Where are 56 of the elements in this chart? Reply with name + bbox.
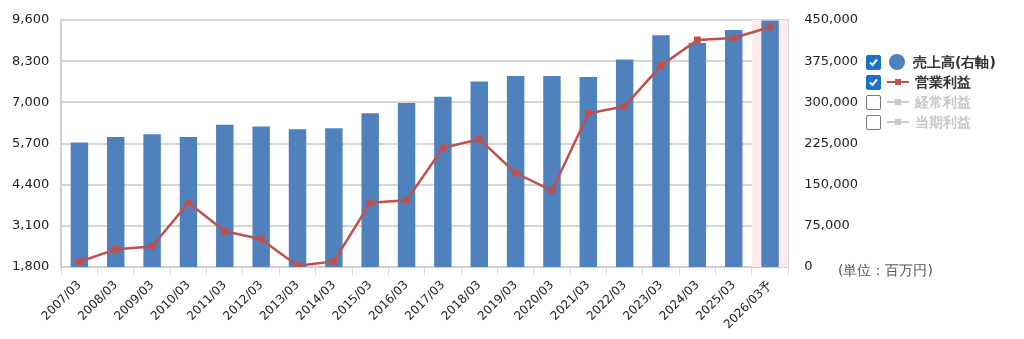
point xyxy=(730,34,738,42)
point xyxy=(475,135,483,143)
point xyxy=(548,187,556,195)
y2-tick-label: 450,000 xyxy=(804,11,859,27)
point xyxy=(512,169,519,177)
bar xyxy=(361,113,379,268)
point xyxy=(439,144,447,152)
y-tick-label: 1,800 xyxy=(12,258,50,274)
y-tick-label: 3,100 xyxy=(12,217,50,233)
point xyxy=(76,258,83,266)
bar xyxy=(325,128,343,268)
bar xyxy=(470,81,488,268)
point xyxy=(330,258,338,265)
bar xyxy=(252,126,270,268)
y-tick-label: 5,700 xyxy=(12,134,50,150)
y-tick-label: 7,000 xyxy=(12,93,50,109)
bar xyxy=(615,59,634,268)
bar xyxy=(70,142,89,268)
y2-tick-label: 225,000 xyxy=(804,134,859,150)
bar xyxy=(397,102,416,268)
point xyxy=(366,199,374,207)
y-tick-label: 8,300 xyxy=(12,52,50,68)
point xyxy=(657,62,665,69)
legend-label: 営業利益 xyxy=(915,73,971,92)
point xyxy=(621,102,629,110)
legend-label: 売上高(右軸) xyxy=(913,53,996,72)
y2-tick-label: 300,000 xyxy=(804,93,859,109)
y2-tick-label: 150,000 xyxy=(804,176,859,192)
y2-tick-label: 375,000 xyxy=(804,52,859,68)
point xyxy=(584,110,592,117)
bar xyxy=(543,76,561,268)
bar xyxy=(107,136,125,268)
y2-tick-label: 0 xyxy=(804,258,813,274)
point xyxy=(294,262,301,268)
y2-tick-label: 75,000 xyxy=(804,217,850,233)
bar xyxy=(579,77,598,268)
point xyxy=(693,36,701,44)
point xyxy=(257,235,265,243)
bar xyxy=(216,124,234,268)
bar xyxy=(288,129,307,268)
bar xyxy=(506,76,525,268)
point xyxy=(403,196,410,204)
bar xyxy=(724,29,743,268)
point xyxy=(221,227,229,235)
point xyxy=(766,23,774,31)
point xyxy=(112,245,120,253)
point xyxy=(185,199,192,207)
text: (単位：百万円) xyxy=(838,262,933,280)
y-tick-label: 4,400 xyxy=(12,176,50,192)
bar xyxy=(434,96,452,268)
bar xyxy=(652,35,670,268)
point xyxy=(148,243,156,250)
bar xyxy=(143,134,161,268)
y-tick-label: 9,600 xyxy=(12,11,50,27)
bar xyxy=(179,136,198,268)
bar xyxy=(688,43,707,268)
